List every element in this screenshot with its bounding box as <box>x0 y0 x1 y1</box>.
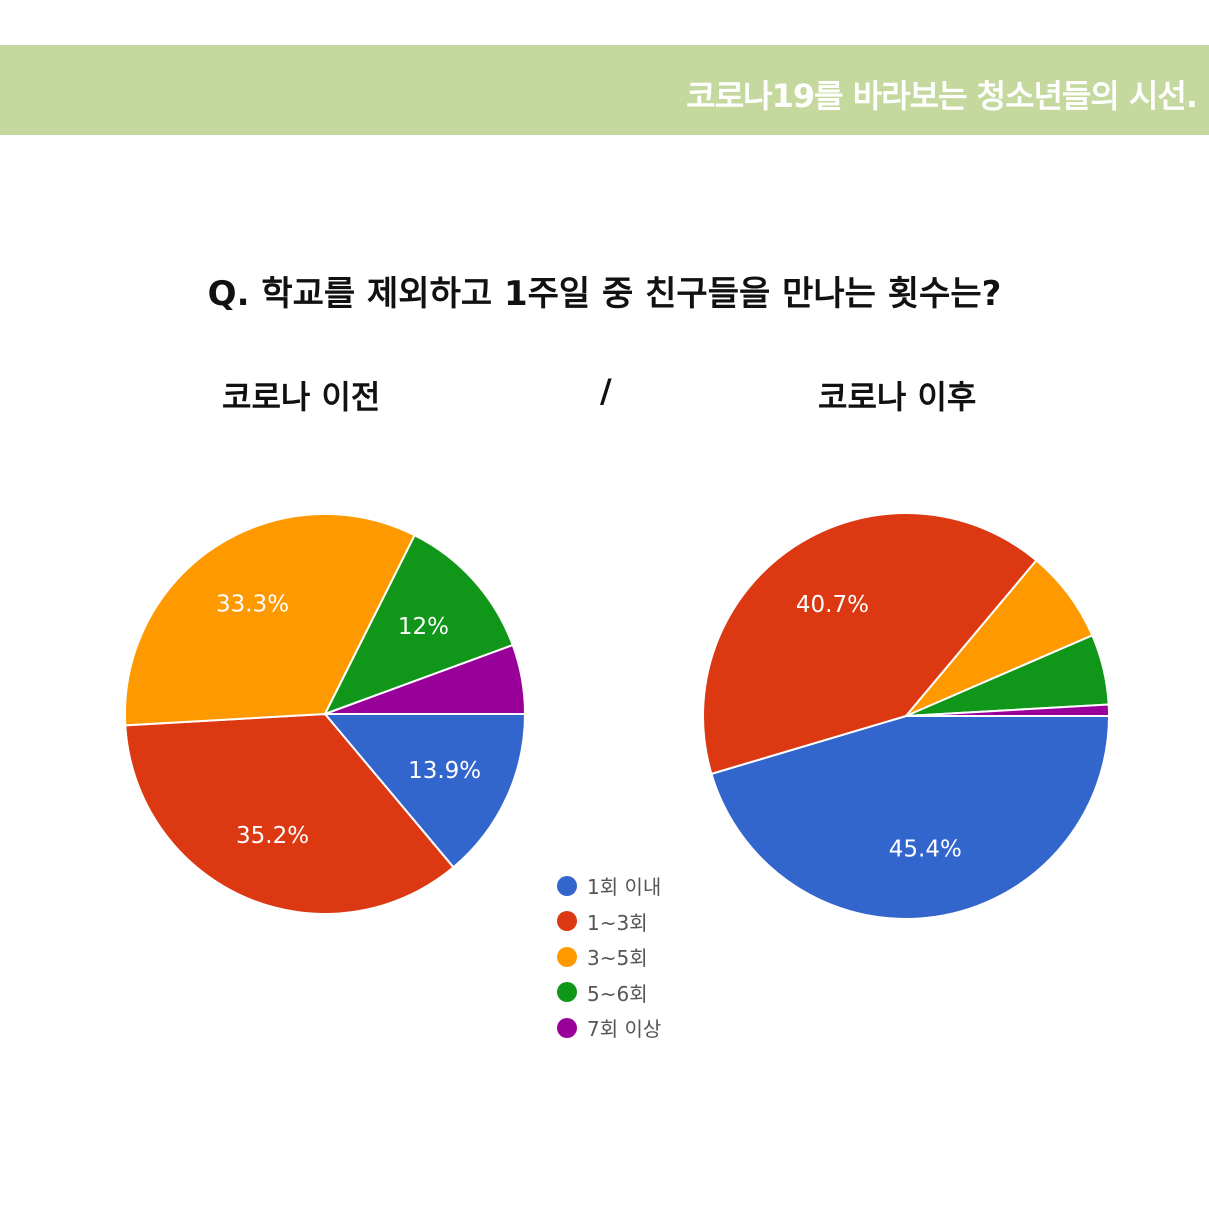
legend-item: 1회 이내 <box>557 868 661 904</box>
legend-label: 3~5회 <box>587 946 648 971</box>
chart-legend: 1회 이내 1~3회 3~5회 5~6회 7회 이상 <box>557 868 661 1046</box>
banner-title: 코로나19를 바라보는 청소년들의 시선. <box>686 77 1198 115</box>
legend-label: 1회 이내 <box>587 875 662 900</box>
pie-after-label-1: 40.7% <box>796 592 869 618</box>
legend-item: 5~6회 <box>557 975 661 1011</box>
legend-item: 3~5회 <box>557 939 661 975</box>
pie-after-slice-1 <box>701 511 1038 776</box>
pie-before-slice-4 <box>324 643 527 715</box>
pie-before-label-2: 33.3% <box>216 592 289 618</box>
legend-marker <box>557 875 577 896</box>
pie-before-slice-2 <box>124 513 417 727</box>
pie-before-slice-0 <box>322 713 527 869</box>
legend-marker <box>557 946 577 967</box>
pie-before-label-3: 12% <box>398 614 449 640</box>
question-title: Q. 학교를 제외하고 1주일 중 친구들을 만나는 횟수는? <box>207 274 1002 314</box>
header-banner: 코로나19를 바라보는 청소년들의 시선. <box>0 45 1209 135</box>
legend-item: 7회 이상 <box>557 1010 661 1046</box>
legend-label: 1~3회 <box>587 910 648 935</box>
pie-after-label-0: 45.4% <box>889 837 962 863</box>
pie-before-slice-3 <box>322 533 515 716</box>
pie-after-slice-4 <box>905 703 1111 717</box>
title-divider: / <box>600 372 612 410</box>
pie-before-slice-1 <box>124 712 455 916</box>
legend-marker <box>557 1017 577 1038</box>
legend-label: 5~6회 <box>587 981 648 1006</box>
pie-before-label-0: 13.9% <box>408 758 481 784</box>
chart-title-before: 코로나 이전 <box>222 378 381 416</box>
pie-before-label-1: 35.2% <box>236 823 309 849</box>
legend-marker <box>557 911 577 932</box>
pie-after-slice-0 <box>710 715 1111 920</box>
legend-marker <box>557 982 577 1003</box>
chart-title-after: 코로나 이후 <box>818 378 977 416</box>
legend-item: 1~3회 <box>557 904 661 940</box>
legend-label: 7회 이상 <box>587 1017 662 1042</box>
